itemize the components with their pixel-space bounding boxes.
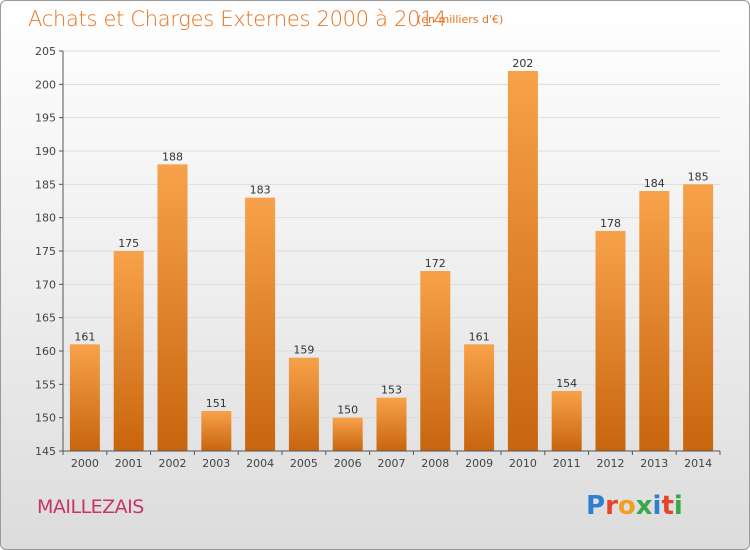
y-tick-label: 160 [35,345,56,358]
bar-value-label: 175 [118,237,139,250]
chart-title: Achats et Charges Externes 2000 à 2014 [28,7,447,31]
x-tick-label: 2006 [334,457,362,470]
y-tick-label: 150 [35,412,56,425]
bar-value-label: 178 [600,217,621,230]
y-tick-label: 200 [35,78,56,91]
bar [245,197,276,451]
logo-letter: t [661,491,674,521]
x-tick-label: 2002 [159,457,187,470]
x-tick-label: 2004 [246,457,274,470]
y-tick-label: 155 [35,378,56,391]
bar [420,271,451,451]
bar-value-label: 150 [337,404,358,417]
y-tick-label: 205 [35,45,56,58]
x-tick-label: 2011 [553,457,581,470]
x-tick-label: 2014 [684,457,712,470]
x-tick-label: 2010 [509,457,537,470]
bar [464,344,495,451]
bar [201,411,232,451]
bar [157,164,188,452]
logo-letter: x [635,491,653,521]
x-tick-label: 2005 [290,457,318,470]
x-tick-label: 2000 [71,457,99,470]
axes: 145 150 155 160 165 170 175 180 185 190 195 200 205 2… [35,45,721,470]
bar-value-label: 188 [162,150,183,163]
y-tick-label: 165 [35,312,56,325]
y-tick-label: 180 [35,212,56,225]
x-tick-label: 2007 [378,457,406,470]
logo-letter: r [605,491,618,521]
bar [639,191,670,451]
bar [376,397,407,451]
proxiti-logo: Proxiti [586,491,683,521]
bar-value-label: 161 [74,330,95,343]
y-tick-label: 175 [35,245,56,258]
y-tick-label: 170 [35,278,56,291]
commune-name: MAILLEZAIS [37,496,144,518]
logo-letter: i [652,491,662,521]
bar-value-label: 161 [469,330,490,343]
y-tick-label: 185 [35,178,56,191]
bar [683,184,714,452]
bar-value-label: 185 [688,170,709,183]
bar [113,251,144,451]
bar-value-label: 183 [250,184,271,197]
chart-unit: (en milliers d'€) [417,13,504,26]
logo-letter: P [586,491,606,521]
bar [595,231,626,451]
y-tick-label: 190 [35,145,56,158]
x-tick-label: 2012 [597,457,625,470]
logo-letter: i [673,491,683,521]
bar-value-label: 151 [206,397,227,410]
bars: 161 175 188 151 183 159 150 153 172 161 202 154 178 1… [69,57,714,452]
bar-value-label: 153 [381,384,402,397]
bar [69,344,100,451]
x-tick-label: 2009 [465,457,493,470]
x-tick-label: 2013 [640,457,668,470]
y-tick-label: 195 [35,112,56,125]
x-tick-label: 2001 [115,457,143,470]
y-tick-label: 145 [35,445,56,458]
bar [332,417,363,451]
x-tick-label: 2008 [421,457,449,470]
x-tick-label: 2003 [202,457,230,470]
bar-value-label: 202 [512,57,533,70]
bar [288,357,319,451]
bar-value-label: 154 [556,377,577,390]
bar [551,391,582,451]
bar-value-label: 184 [644,177,665,190]
logo-letter: o [617,491,636,521]
bar [507,71,538,451]
bar-value-label: 159 [293,344,314,357]
bar-value-label: 172 [425,257,446,270]
